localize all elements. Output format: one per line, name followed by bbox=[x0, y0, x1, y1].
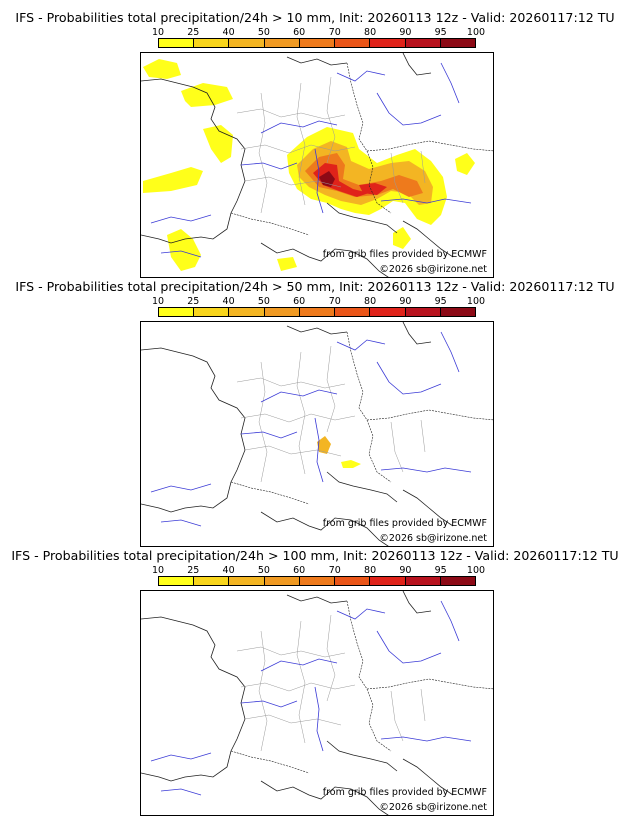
copyright-note: ©2026 sb@irizone.net bbox=[379, 802, 487, 813]
colorbar-tick-label: 80 bbox=[364, 565, 377, 576]
colorbar-tick-label: 100 bbox=[466, 565, 486, 576]
colorbar-tick-label: 25 bbox=[187, 296, 200, 307]
colorbar-swatch bbox=[370, 577, 406, 585]
colorbar-swatch bbox=[159, 577, 195, 585]
probability-map: from grib files provided by ECMWF ©2026 … bbox=[140, 590, 494, 816]
colorbar-swatch bbox=[405, 308, 441, 316]
copyright-note: ©2026 sb@irizone.net bbox=[379, 264, 487, 275]
colorbar-tick-label: 60 bbox=[293, 296, 306, 307]
colorbar-tick-label: 90 bbox=[399, 565, 412, 576]
colorbar-tick-label: 25 bbox=[187, 27, 200, 38]
colorbar-tick-label: 50 bbox=[257, 296, 270, 307]
panel-title: IFS - Probabilities total precipitation/… bbox=[15, 10, 615, 25]
colorbar-swatch bbox=[194, 577, 230, 585]
colorbar-tick-label: 100 bbox=[466, 27, 486, 38]
probability-map: from grib files provided by ECMWF ©2026 … bbox=[140, 52, 494, 278]
colorbar-tick-label: 60 bbox=[293, 565, 306, 576]
colorbar-tick-label: 80 bbox=[364, 296, 377, 307]
colorbar-tick-label: 60 bbox=[293, 27, 306, 38]
rivers bbox=[150, 600, 472, 796]
rivers bbox=[150, 62, 472, 258]
colorbar-swatch bbox=[335, 308, 371, 316]
colorbar-swatch bbox=[229, 577, 265, 585]
colorbar-tick-label: 25 bbox=[187, 565, 200, 576]
colorbar-swatch bbox=[405, 39, 441, 47]
precip-map-panel-50mm: IFS - Probabilities total precipitation/… bbox=[0, 279, 630, 549]
colorbar-tick-label: 90 bbox=[399, 27, 412, 38]
regional-boundaries bbox=[236, 614, 426, 752]
colorbar-swatch bbox=[194, 39, 230, 47]
colorbar-swatch bbox=[440, 577, 475, 585]
colorbar-tick-label: 10 bbox=[151, 27, 165, 38]
country-borders bbox=[230, 331, 493, 505]
colorbar-swatch bbox=[299, 308, 336, 316]
colorbar-swatch bbox=[440, 308, 475, 316]
colorbar-swatch bbox=[229, 308, 265, 316]
colorbar-swatch bbox=[335, 39, 371, 47]
colorbar-tick-label: 40 bbox=[222, 296, 235, 307]
colorbar-labels: 10 25 40 50 60 70 80 90 95 100 bbox=[152, 565, 485, 577]
coastlines bbox=[141, 322, 454, 546]
data-source-note: from grib files provided by ECMWF bbox=[322, 787, 487, 798]
data-source-note: from grib files provided by ECMWF bbox=[322, 249, 487, 260]
colorbar-swatch bbox=[299, 577, 336, 585]
regional-boundaries bbox=[236, 345, 426, 483]
precip-map-panel-100mm: IFS - Probabilities total precipitation/… bbox=[0, 548, 630, 818]
colorbar-swatch bbox=[299, 39, 336, 47]
colorbar-tick-label: 70 bbox=[328, 565, 341, 576]
colorbar-tick-label: 40 bbox=[222, 27, 235, 38]
colorbar-tick-label: 70 bbox=[328, 296, 341, 307]
map-graphic bbox=[141, 53, 493, 277]
precipitation-probability-shading bbox=[317, 436, 361, 468]
colorbar-swatch bbox=[264, 577, 300, 585]
colorbar-swatch bbox=[194, 308, 230, 316]
colorbar-labels: 10 25 40 50 60 70 80 90 95 100 bbox=[152, 296, 485, 308]
colorbar-tick-label: 80 bbox=[364, 27, 377, 38]
copyright-note: ©2026 sb@irizone.net bbox=[379, 533, 487, 544]
colorbar-swatch bbox=[159, 308, 195, 316]
colorbar-tick-label: 90 bbox=[399, 296, 412, 307]
colorbar-tick-label: 40 bbox=[222, 565, 235, 576]
precip-map-panel-10mm: IFS - Probabilities total precipitation/… bbox=[0, 10, 630, 280]
colorbar-swatch bbox=[405, 577, 441, 585]
colorbar-swatch bbox=[335, 577, 371, 585]
coastlines bbox=[141, 591, 454, 815]
colorbar-tick-label: 10 bbox=[151, 565, 165, 576]
colorbar-tick-label: 95 bbox=[434, 27, 447, 38]
colorbar-swatch bbox=[370, 39, 406, 47]
colorbar-tick-label: 10 bbox=[151, 296, 165, 307]
colorbar bbox=[158, 307, 476, 317]
colorbar-tick-label: 95 bbox=[434, 296, 447, 307]
country-borders bbox=[230, 62, 493, 236]
rivers bbox=[150, 331, 472, 527]
colorbar-swatch bbox=[229, 39, 265, 47]
colorbar-tick-label: 95 bbox=[434, 565, 447, 576]
probability-map: from grib files provided by ECMWF ©2026 … bbox=[140, 321, 494, 547]
colorbar-swatch bbox=[370, 308, 406, 316]
colorbar-swatch bbox=[264, 308, 300, 316]
colorbar-swatch bbox=[440, 39, 475, 47]
precipitation-probability-shading bbox=[143, 59, 475, 271]
colorbar-swatch bbox=[159, 39, 195, 47]
country-borders bbox=[230, 600, 493, 774]
colorbar-tick-label: 70 bbox=[328, 27, 341, 38]
data-source-note: from grib files provided by ECMWF bbox=[322, 518, 487, 529]
colorbar-tick-label: 50 bbox=[257, 27, 270, 38]
colorbar-tick-label: 100 bbox=[466, 296, 486, 307]
panel-title: IFS - Probabilities total precipitation/… bbox=[15, 279, 615, 294]
map-graphic bbox=[141, 591, 493, 815]
panel-title: IFS - Probabilities total precipitation/… bbox=[11, 548, 619, 563]
colorbar bbox=[158, 38, 476, 48]
colorbar bbox=[158, 576, 476, 586]
colorbar-swatch bbox=[264, 39, 300, 47]
colorbar-labels: 10 25 40 50 60 70 80 90 95 100 bbox=[152, 27, 485, 39]
map-graphic bbox=[141, 322, 493, 546]
colorbar-tick-label: 50 bbox=[257, 565, 270, 576]
